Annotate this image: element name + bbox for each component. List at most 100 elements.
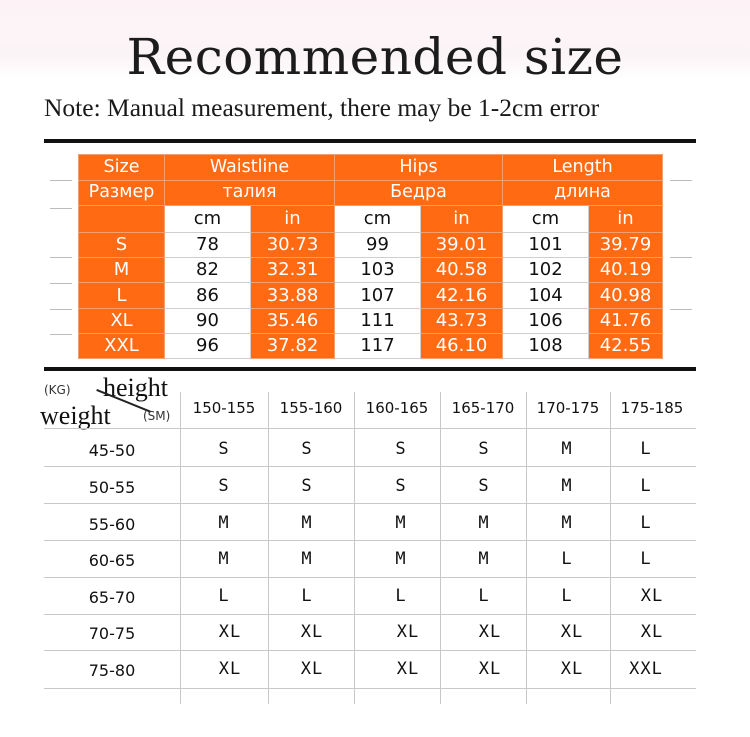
- guide-tick: [50, 283, 72, 284]
- hips-in: 39.01: [420, 232, 503, 258]
- unit-in: in: [420, 205, 503, 233]
- size-cell: M: [218, 549, 230, 569]
- size-cell: XL: [396, 622, 420, 642]
- guide-tick: [670, 309, 692, 310]
- grid-line: [440, 392, 441, 704]
- size-cell: L: [561, 549, 573, 569]
- table-header-row-ru: Размер талия Бедра длина: [78, 180, 663, 206]
- weight-range-label: 50-55: [88, 478, 136, 497]
- height-range-header: 170-175: [536, 399, 600, 417]
- table-row: XXL 96 37.82 117 46.10 108 42.55: [78, 333, 663, 359]
- length-in: 39.79: [588, 232, 663, 258]
- measurement-note: Note: Manual measurement, there may be 1…: [44, 93, 600, 122]
- waist-cm: 78: [164, 232, 251, 258]
- unit-cm: cm: [164, 205, 251, 233]
- size-cell: S: [395, 476, 407, 496]
- table-row: L 86 33.88 107 42.16 104 40.98: [78, 282, 663, 309]
- page-title: Recommended size: [126, 28, 624, 86]
- corner-height-label: height: [103, 373, 168, 402]
- weight-range-label: 65-70: [88, 588, 136, 607]
- size-cell: XL: [640, 586, 664, 606]
- size-cell: S: [478, 439, 490, 459]
- size-cell: XL: [640, 622, 664, 642]
- size-cell: XL: [300, 659, 324, 679]
- size-cell: XL: [300, 622, 324, 642]
- grid-line: [44, 503, 696, 504]
- waistline-header-ru: талия: [164, 180, 335, 206]
- hips-cm: 111: [334, 308, 421, 334]
- corner-sm-unit: (SM): [143, 409, 171, 423]
- unit-cm: cm: [334, 205, 421, 233]
- length-header-ru: длина: [502, 180, 663, 206]
- length-header: Length: [502, 154, 663, 181]
- table-row: XL 90 35.46 111 43.73 106 41.76: [78, 308, 663, 334]
- size-cell: L: [640, 476, 652, 496]
- size-cell: L: [640, 549, 652, 569]
- top-divider: [44, 139, 696, 143]
- size-cell: S: [301, 476, 313, 496]
- hips-cm: 117: [334, 333, 421, 359]
- grid-line: [44, 577, 696, 578]
- grid-line: [44, 688, 696, 689]
- header-band: [0, 0, 750, 80]
- length-in: 40.19: [588, 257, 663, 283]
- hips-in: 43.73: [420, 308, 503, 334]
- length-in: 42.55: [588, 333, 663, 359]
- length-in: 40.98: [588, 282, 663, 309]
- size-cell: M: [478, 513, 490, 533]
- size-cell: L: [395, 586, 407, 606]
- height-range-header: 175-185: [620, 399, 684, 417]
- length-cm: 108: [502, 333, 589, 359]
- size-cell: L: [478, 586, 490, 606]
- middle-divider: [44, 367, 696, 371]
- measurement-table: Size Waistline Hips Length Размер талия …: [78, 154, 663, 359]
- waist-cm: 96: [164, 333, 251, 359]
- waist-cm: 90: [164, 308, 251, 334]
- grid-line: [180, 392, 181, 704]
- grid-line: [268, 392, 269, 704]
- size-cell: L: [640, 439, 652, 459]
- size-cell: M: [395, 549, 407, 569]
- grid-line: [44, 540, 696, 541]
- size-cell: L: [640, 513, 652, 533]
- guide-tick: [670, 257, 692, 258]
- length-cm: 104: [502, 282, 589, 309]
- length-in: 41.76: [588, 308, 663, 334]
- guide-tick: [50, 208, 72, 209]
- size-label: M: [78, 257, 165, 283]
- size-cell: XL: [218, 659, 242, 679]
- unit-in: in: [250, 205, 335, 233]
- unit-spacer: [78, 205, 165, 233]
- weight-range-label: 55-60: [88, 515, 136, 534]
- weight-range-label: 75-80: [88, 661, 136, 680]
- guide-tick: [50, 257, 72, 258]
- waistline-header: Waistline: [164, 154, 335, 181]
- size-cell: XL: [218, 622, 242, 642]
- hips-header: Hips: [334, 154, 503, 181]
- height-range-header: 165-170: [451, 399, 515, 417]
- length-cm: 102: [502, 257, 589, 283]
- waist-in: 32.31: [250, 257, 335, 283]
- size-label: XXL: [78, 333, 165, 359]
- table-row: S 78 30.73 99 39.01 101 39.79: [78, 232, 663, 258]
- size-label: XL: [78, 308, 165, 334]
- units-row: cm in cm in cm in: [78, 205, 663, 233]
- size-header: Size: [78, 154, 165, 181]
- size-cell: L: [218, 586, 230, 606]
- corner-kg-unit: (KG): [44, 383, 71, 397]
- hips-in: 40.58: [420, 257, 503, 283]
- size-label: L: [78, 282, 165, 309]
- size-cell: S: [478, 476, 490, 496]
- size-cell: L: [561, 586, 573, 606]
- guide-tick: [50, 334, 72, 335]
- size-cell: M: [301, 513, 313, 533]
- weight-range-label: 60-65: [88, 551, 136, 570]
- hips-cm: 103: [334, 257, 421, 283]
- waist-in: 33.88: [250, 282, 335, 309]
- waist-cm: 86: [164, 282, 251, 309]
- grid-line: [44, 428, 696, 429]
- hips-in: 42.16: [420, 282, 503, 309]
- unit-cm: cm: [502, 205, 589, 233]
- grid-line: [610, 392, 611, 704]
- table-row: M 82 32.31 103 40.58 102 40.19: [78, 257, 663, 283]
